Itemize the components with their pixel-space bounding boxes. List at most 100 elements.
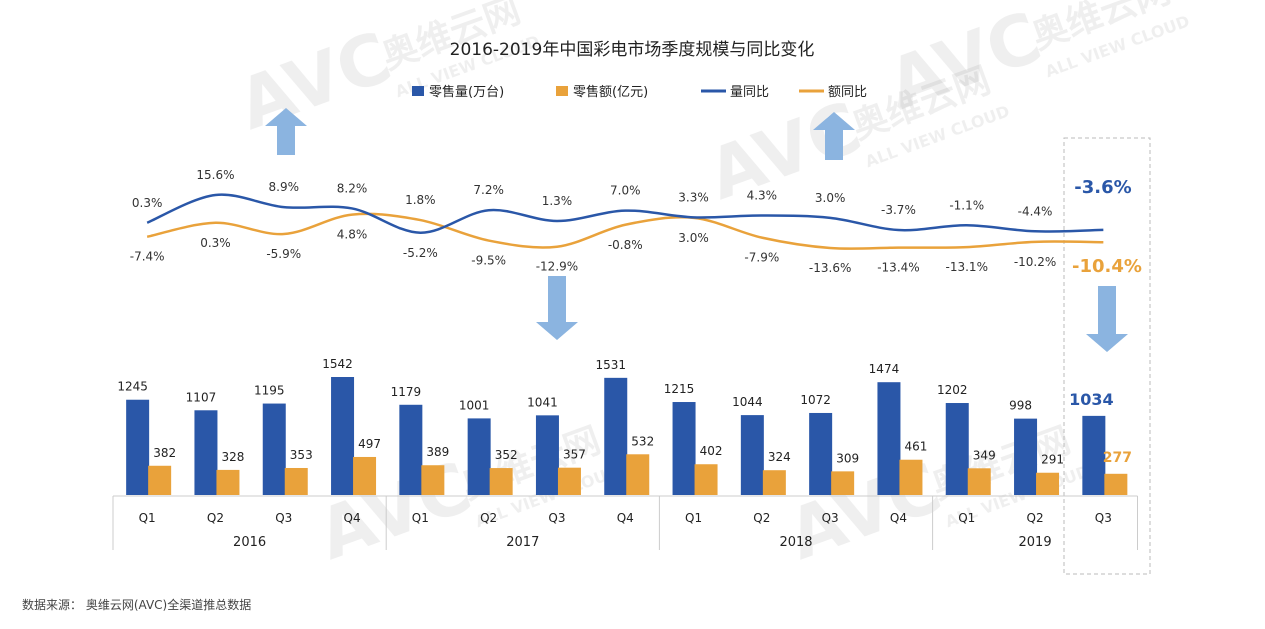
x-tick-label: Q2 [1027,511,1044,525]
highlight-frame [1063,137,1151,575]
highlight-labels: -3.6% -10.4% 1034 277 [1069,177,1142,466]
label-volume-value: 1474 [869,362,900,376]
label-volume-yoy: -3.7% [881,203,916,217]
label-volume-value: 1245 [117,380,148,394]
x-tick-label: Q4 [617,511,634,525]
x-tick-label: Q3 [1095,511,1112,525]
label-amount-yoy: -7.4% [130,250,165,264]
label-volume-yoy: 8.9% [269,180,300,194]
label-amount-value: 532 [631,434,654,448]
label-amount-yoy: -10.2% [1014,255,1056,269]
bar-amount [1036,472,1060,495]
bar-amount [148,465,172,495]
label-amount-yoy: -5.9% [266,247,301,261]
label-volume-value: 1072 [800,393,831,407]
bar-amount [626,454,650,495]
highlight-amount-yoy: -10.4% [1072,256,1142,277]
label-volume-yoy: 15.6% [196,168,234,182]
line-amount-yoy [146,212,1104,250]
legend-label-3: 量同比 [730,85,769,100]
label-amount-value: 382 [153,446,176,460]
label-volume-yoy: 8.2% [337,181,368,195]
arrow-up-icon [265,108,307,155]
watermark-logo: AVC [228,16,402,146]
label-amount-yoy: -0.8% [608,238,643,252]
label-volume-value: 1202 [937,383,968,397]
label-volume-value: 1531 [595,358,626,372]
label-volume-value: 1542 [322,357,353,371]
bar-amount [967,468,991,495]
label-amount-yoy: -12.9% [536,260,578,274]
label-amount-value: 324 [768,450,791,464]
arrow-down-icon [536,276,578,340]
bar-volume [262,403,286,495]
label-volume-yoy: -1.1% [949,198,984,212]
label-amount-value: 353 [290,448,313,462]
x-tick-label: Q3 [822,511,839,525]
bar-amount [489,468,513,495]
label-amount-yoy: 3.0% [678,231,709,245]
label-volume-yoy: 7.2% [473,183,504,197]
label-amount-yoy: -9.5% [471,254,506,268]
label-amount-yoy: -7.9% [744,251,779,265]
yoy-labels: 0.3% -7.4% 15.6% 0.3% 8.9% -5.9% 8.2% 4.8% -5.2%… [130,168,1057,275]
arrow-down-icon [1086,286,1128,352]
label-amount-value: 461 [904,440,927,454]
label-volume-value: 1195 [254,384,285,398]
bar-volume [945,403,969,495]
label-amount-yoy: 1.8% [405,193,436,207]
bar-amount [1104,473,1128,495]
bar-volume [740,415,764,495]
legend-label-1: 零售量(万台) [429,84,504,100]
label-volume-value: 1001 [459,398,490,412]
year-label: 2016 [233,535,266,550]
bar-amount [831,471,855,495]
bar-amount [421,465,445,495]
x-tick-label: Q4 [344,511,361,525]
bars [126,377,1128,495]
x-tick-label: Q2 [480,511,497,525]
label-volume-yoy: 4.3% [747,189,778,203]
bar-volume [535,415,559,495]
label-amount-yoy: 0.3% [200,236,231,250]
bar-labels: 1245 382 1107 328 1195 353 1542 497 1179 389 1001 3… [117,357,1064,467]
label-volume-value: 998 [1009,399,1032,413]
label-volume-yoy: 3.3% [678,190,709,204]
bar-volume [877,382,901,495]
trend-arrows [265,108,1128,352]
x-axis: Q1 Q2 Q3 Q4 Q1 Q2 Q3 Q4 Q1 Q2 Q3 Q4 Q1 Q2 Q3 2016 2017 20… [112,495,1138,550]
yoy-lines [146,193,1104,250]
highlight-volume-value: 1034 [1069,390,1114,409]
legend-swatch-2 [556,86,568,96]
label-volume-yoy: 1.3% [542,194,573,208]
label-volume-yoy: -5.2% [403,246,438,260]
x-tick-label: Q2 [207,511,224,525]
label-volume-value: 1215 [664,382,695,396]
label-volume-yoy: -4.4% [1018,204,1053,218]
watermark-logo: AVC [778,446,952,576]
arrow-up-icon [813,112,855,160]
bar-volume [331,377,355,495]
label-amount-value: 389 [426,445,449,459]
x-tick-label: Q4 [890,511,907,525]
label-amount-yoy: 4.8% [337,228,368,242]
bar-amount [557,467,581,495]
x-tick-label: Q3 [275,511,292,525]
bar-amount [216,469,240,495]
x-tick-label: Q3 [548,511,565,525]
label-amount-value: 349 [973,448,996,462]
x-tick-label: Q2 [753,511,770,525]
bar-amount [694,464,718,495]
line-volume-yoy [146,193,1104,235]
bar-volume [467,418,491,495]
bar-volume [126,399,150,495]
chart-title: 2016-2019年中国彩电市场季度规模与同比变化 [450,40,815,60]
bar-amount [899,459,923,495]
label-amount-value: 357 [563,448,586,462]
label-volume-yoy: 3.0% [815,191,846,205]
label-amount-value: 291 [1041,453,1064,467]
label-amount-value: 328 [221,450,244,464]
label-volume-value: 1044 [732,395,763,409]
bar-volume [1082,415,1106,495]
bar-volume [672,402,696,495]
